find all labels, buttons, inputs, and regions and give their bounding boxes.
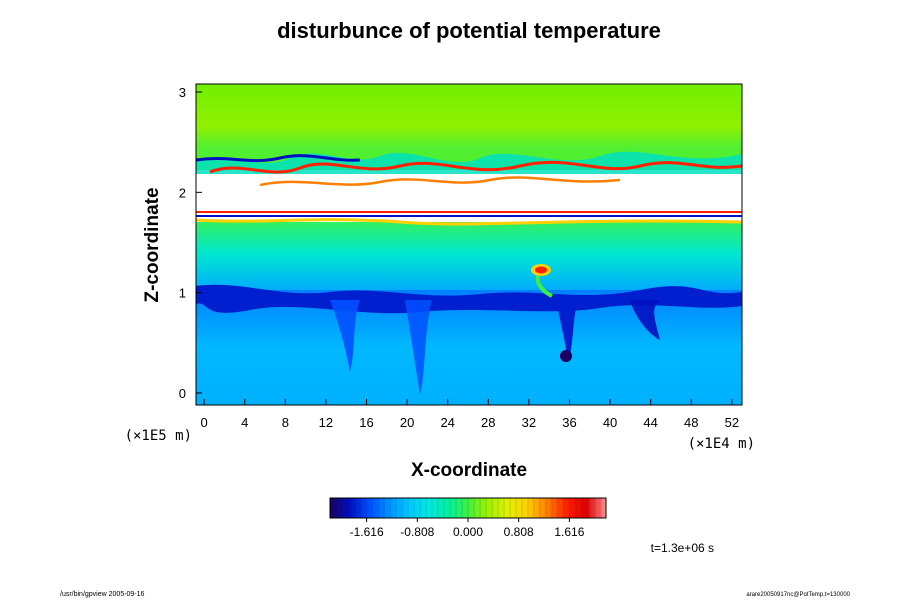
x-tick-label: 40 xyxy=(603,415,617,430)
x-scale-label: (×1E4 m) xyxy=(688,436,755,452)
upper-edge-red xyxy=(209,160,742,174)
plume-right xyxy=(630,300,660,340)
y-axis-label: Z-coordinate xyxy=(142,187,163,302)
band-mid xyxy=(196,222,742,292)
footer-right: arare20050917nc@PotTemp,t=130000 xyxy=(746,592,850,598)
y-axis-ticks: 0 1 2 3 xyxy=(179,85,202,401)
colorbar-ticks: -1.616 -0.808 0.000 0.808 1.616 xyxy=(350,518,585,539)
colorbar-strip xyxy=(330,498,606,518)
plume-vortex-dark xyxy=(560,350,572,362)
colorbar-tick-label: 0.808 xyxy=(504,525,534,539)
colorbar-stripes xyxy=(335,498,601,518)
x-axis-ticks: 0 4 8 12 16 20 24 28 32 36 40 44 48 52 xyxy=(201,399,739,430)
x-tick-label: 28 xyxy=(481,415,495,430)
upper-edge-blue xyxy=(196,154,361,163)
x-tick-label: 52 xyxy=(725,415,739,430)
x-tick-label: 32 xyxy=(522,415,536,430)
x-tick-label: 8 xyxy=(282,415,289,430)
y-tick-label: 2 xyxy=(179,185,186,200)
x-axis-label: X-coordinate xyxy=(411,460,527,481)
x-tick-label: 12 xyxy=(319,415,333,430)
heatmap-field xyxy=(196,84,742,405)
x-tick-label: 24 xyxy=(440,415,454,430)
warm-bubble-inner xyxy=(535,266,547,274)
time-label: t=1.3e+06 s xyxy=(651,541,714,555)
plume-center xyxy=(556,300,578,362)
x-tick-label: 0 xyxy=(201,415,208,430)
y-scale-label: (×1E5 m) xyxy=(125,428,192,444)
x-tick-label: 4 xyxy=(241,415,248,430)
colorbar-tick-label: -1.616 xyxy=(350,525,384,539)
upper-edge-orange xyxy=(259,176,621,187)
x-tick-label: 20 xyxy=(400,415,414,430)
plume-left xyxy=(330,300,360,372)
colorbar: -1.616 -0.808 0.000 0.808 1.616 xyxy=(329,497,607,539)
lower-edge-yellow xyxy=(196,218,742,226)
footer-left: /usr/bin/gpview 2005-09-16 xyxy=(60,591,145,598)
plot-frame xyxy=(195,83,743,406)
chart-title: disturbunce of potential temperature xyxy=(277,18,661,43)
x-tick-label: 44 xyxy=(643,415,657,430)
colorbar-tick-label: 0.000 xyxy=(453,525,483,539)
x-tick-label: 36 xyxy=(562,415,576,430)
colorbar-tick-label: 1.616 xyxy=(554,525,584,539)
x-tick-label: 48 xyxy=(684,415,698,430)
warm-bubble-stem xyxy=(535,275,553,298)
x-tick-label: 16 xyxy=(359,415,373,430)
band-undefined xyxy=(196,172,742,222)
colorbar-tick-label: -0.808 xyxy=(400,525,434,539)
y-tick-label: 1 xyxy=(179,286,186,301)
y-tick-label: 0 xyxy=(179,386,186,401)
band-upper xyxy=(196,84,742,154)
y-tick-label: 3 xyxy=(179,85,186,100)
plume-mid xyxy=(405,300,432,395)
